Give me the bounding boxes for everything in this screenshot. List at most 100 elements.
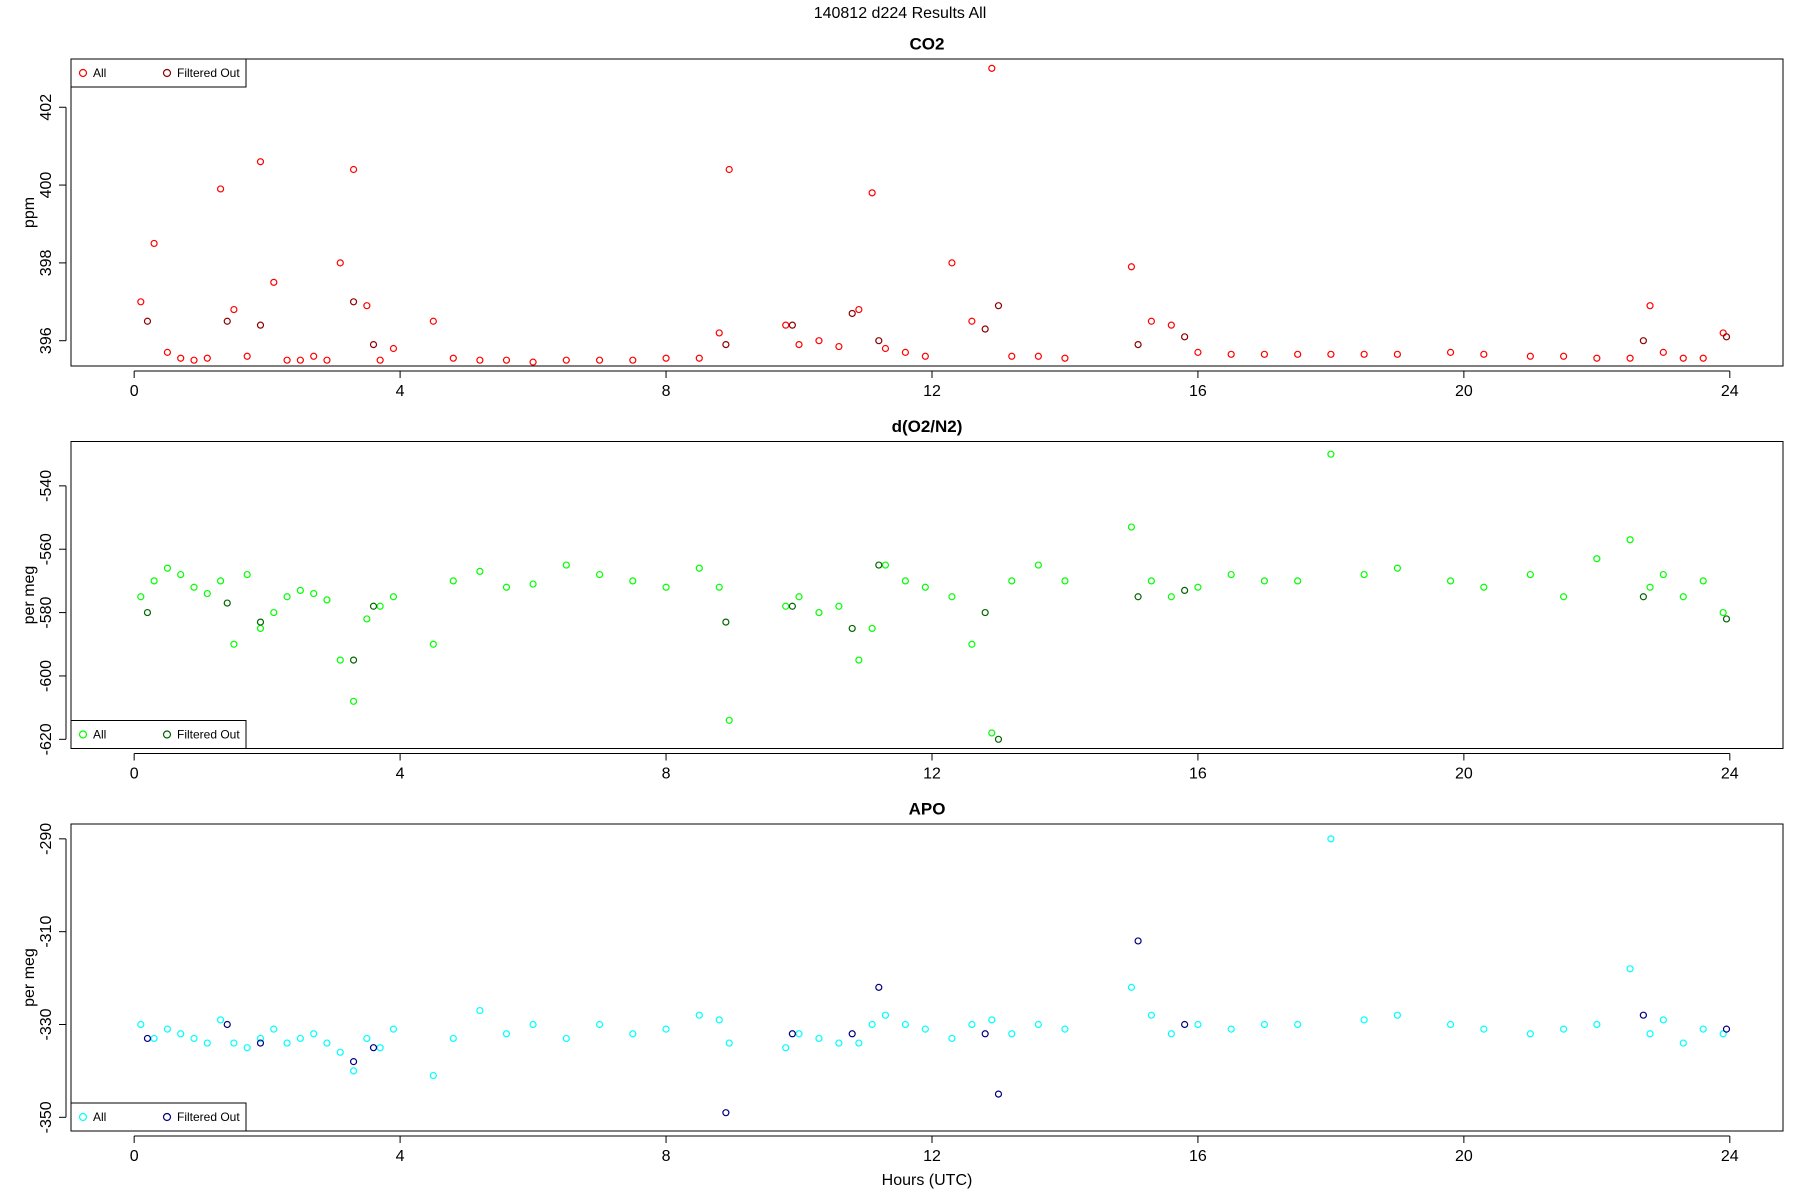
plot-frame	[70, 823, 1784, 1132]
data-point	[715, 1016, 723, 1024]
data-point	[994, 1090, 1003, 1098]
data-point	[1034, 561, 1042, 569]
data-point	[363, 1034, 371, 1043]
data-point	[502, 583, 511, 591]
data-point	[137, 593, 145, 601]
data-point	[868, 624, 876, 633]
data-point	[177, 1030, 185, 1038]
legend-box	[70, 720, 247, 749]
legend-marker	[78, 1112, 88, 1122]
data-point	[1294, 1020, 1302, 1029]
data-point	[502, 356, 511, 364]
data-point	[190, 583, 198, 591]
data-point	[203, 1039, 211, 1047]
y-tick-label: -330	[38, 1008, 55, 1040]
data-point	[1008, 352, 1016, 360]
data-point	[323, 596, 331, 604]
data-point	[137, 298, 145, 306]
data-point	[1194, 583, 1202, 591]
data-point	[948, 1034, 956, 1043]
data-point	[835, 342, 843, 351]
data-point	[1639, 1011, 1647, 1019]
data-point	[1446, 1020, 1455, 1029]
data-point	[429, 1071, 437, 1080]
data-point	[216, 577, 225, 585]
data-point	[1147, 1011, 1155, 1019]
panel-title: d(O2/N2)	[892, 417, 963, 436]
data-point	[1679, 593, 1687, 601]
y-tick-label: -580	[38, 596, 55, 628]
data-point	[1327, 350, 1335, 358]
data-point	[323, 356, 331, 364]
x-tick-label: 0	[130, 1148, 139, 1165]
data-point	[1626, 965, 1634, 973]
data-point	[369, 340, 378, 349]
data-point	[715, 329, 723, 337]
data-point	[143, 608, 152, 617]
y-tick-label: -620	[38, 723, 55, 755]
data-point	[1181, 1020, 1189, 1029]
data-point	[1227, 570, 1235, 579]
panel-title: APO	[909, 799, 946, 818]
data-point	[1034, 1020, 1042, 1029]
data-point	[1719, 1030, 1727, 1038]
legend-marker	[162, 68, 172, 78]
data-point	[230, 305, 238, 314]
data-point	[310, 589, 318, 598]
data-point	[1626, 536, 1634, 544]
data-point	[150, 239, 158, 248]
data-point	[283, 356, 291, 364]
y-tick-label: 396	[38, 327, 55, 354]
x-tick-label: 20	[1455, 1148, 1473, 1165]
data-point	[715, 583, 723, 591]
data-point	[256, 624, 265, 633]
data-point	[529, 1020, 537, 1029]
data-point	[629, 356, 637, 364]
data-point	[981, 1030, 989, 1038]
x-tick-label: 0	[130, 766, 139, 783]
data-point	[629, 577, 637, 585]
data-point	[449, 1034, 457, 1043]
data-point	[1393, 564, 1401, 572]
data-point	[848, 1030, 856, 1038]
data-point	[782, 321, 790, 329]
data-point	[1260, 577, 1269, 585]
data-point	[476, 356, 484, 364]
data-point	[1294, 350, 1302, 358]
data-point	[1127, 523, 1136, 531]
data-point	[782, 1044, 790, 1052]
legend-label: All	[93, 1110, 106, 1124]
data-point	[782, 602, 790, 610]
data-point	[988, 64, 996, 72]
data-point	[1593, 1020, 1601, 1029]
data-point	[1639, 337, 1647, 345]
data-point	[243, 570, 251, 579]
data-point	[363, 302, 371, 310]
data-point	[868, 1020, 876, 1029]
data-point	[349, 165, 358, 174]
data-point	[376, 1044, 384, 1052]
data-point	[163, 564, 172, 572]
data-point	[349, 656, 358, 664]
data-point	[795, 340, 803, 349]
x-tick-label: 12	[923, 1148, 941, 1165]
data-point	[662, 583, 670, 591]
data-point	[256, 321, 265, 329]
data-point	[835, 602, 843, 610]
data-point	[1227, 350, 1235, 358]
data-point	[1393, 350, 1401, 358]
data-point	[722, 618, 730, 626]
data-point	[901, 1020, 909, 1029]
data-point	[389, 344, 398, 353]
data-point	[177, 570, 185, 579]
data-point	[921, 583, 929, 591]
data-point	[815, 608, 823, 617]
data-point	[875, 983, 883, 991]
data-point	[1722, 1025, 1731, 1033]
data-point	[336, 259, 344, 267]
x-tick-label: 24	[1721, 1148, 1739, 1165]
data-point	[230, 640, 238, 648]
data-point	[595, 1020, 604, 1029]
x-tick-label: 20	[1455, 383, 1473, 400]
data-point	[369, 602, 378, 610]
